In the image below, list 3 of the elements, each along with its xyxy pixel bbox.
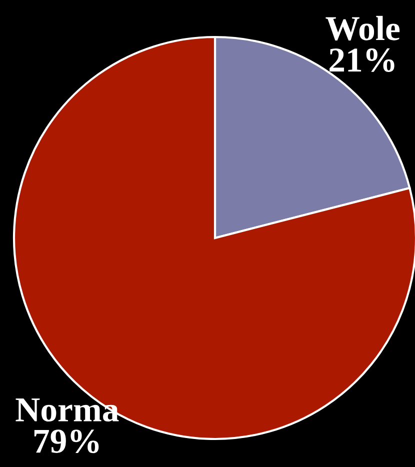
data-label: 79% xyxy=(34,430,99,454)
data-label: 21% xyxy=(330,48,394,72)
slice-label: Wole xyxy=(326,16,400,41)
